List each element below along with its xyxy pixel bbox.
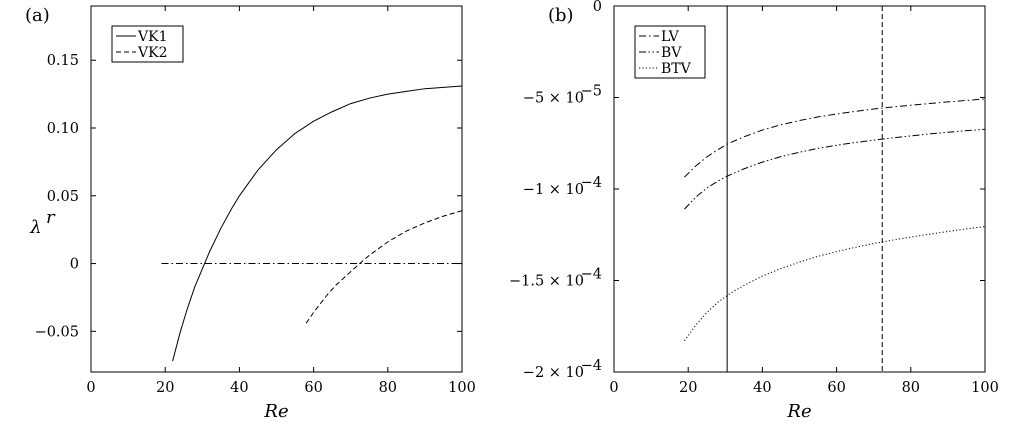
- x-tick-label: 40: [753, 380, 771, 396]
- plot-frame: [90, 5, 463, 373]
- y-tick-exponent: −4: [581, 358, 602, 374]
- x-tick-label: 80: [379, 380, 397, 396]
- y-tick-label: 0: [70, 257, 79, 273]
- y-tick-label: −1 × 10: [523, 182, 584, 198]
- series-line-vk2: [305, 210, 462, 324]
- y-tick-label: −2 × 10: [523, 365, 584, 381]
- y-tick-label: 0.05: [47, 189, 79, 205]
- plot-area: [684, 6, 985, 372]
- x-tick-label: 60: [304, 380, 322, 396]
- y-tick-label: 0: [593, 0, 602, 15]
- x-tick-label: 100: [971, 380, 999, 396]
- x-tick-label: 60: [827, 380, 845, 396]
- legend-label-btv: BTV: [661, 61, 692, 77]
- y-axis-label: λ: [29, 217, 41, 238]
- legend-box: [111, 25, 184, 63]
- legend-label-lv: LV: [661, 29, 680, 45]
- series-line-btv: [684, 226, 985, 342]
- x-axis-label: Re: [263, 401, 288, 422]
- x-axis-label: Re: [786, 401, 811, 422]
- x-tick-label: 20: [679, 380, 697, 396]
- series-line-bv: [684, 128, 985, 210]
- y-tick-label: 0.15: [47, 53, 79, 69]
- chart-panel-b: 0 20 40 60 80 100−2 × 10−4−1.5 × 10−4−1 × 10−…: [509, 0, 999, 422]
- y-tick-label: 0.10: [47, 121, 79, 137]
- chart-panel-a: 0 20 40 60 80 100 −0.05 0 0.05 0.10 0.15 Re λ r (a) VK1…: [25, 5, 476, 422]
- series-line-lv: [684, 98, 985, 178]
- legend-label-vk2: VK2: [137, 45, 167, 61]
- y-tick-exponent: −5: [581, 84, 602, 100]
- series-line-vk1: [172, 85, 462, 362]
- legend-label-vk1: VK1: [137, 29, 167, 45]
- x-tick-label: 0: [609, 380, 618, 396]
- x-tick-label: 20: [156, 380, 174, 396]
- legend-box: [634, 25, 706, 79]
- y-tick-label: −0.05: [35, 324, 79, 340]
- y-tick-exponent: −4: [581, 267, 602, 283]
- panel-label: (a): [25, 5, 50, 26]
- x-tick-label: 0: [86, 380, 95, 396]
- x-tick-label: 80: [902, 380, 920, 396]
- panel-label: (b): [548, 5, 574, 26]
- y-axis-label-superscript: r: [46, 207, 56, 228]
- y-tick-label: −1.5 × 10: [509, 274, 584, 290]
- x-tick-label: 100: [448, 380, 476, 396]
- x-tick-label: 40: [230, 380, 248, 396]
- y-tick-exponent: −4: [581, 175, 602, 191]
- legend-label-bv: BV: [661, 45, 682, 61]
- plot-area: [161, 85, 462, 362]
- y-tick-label: −5 × 10: [523, 91, 584, 107]
